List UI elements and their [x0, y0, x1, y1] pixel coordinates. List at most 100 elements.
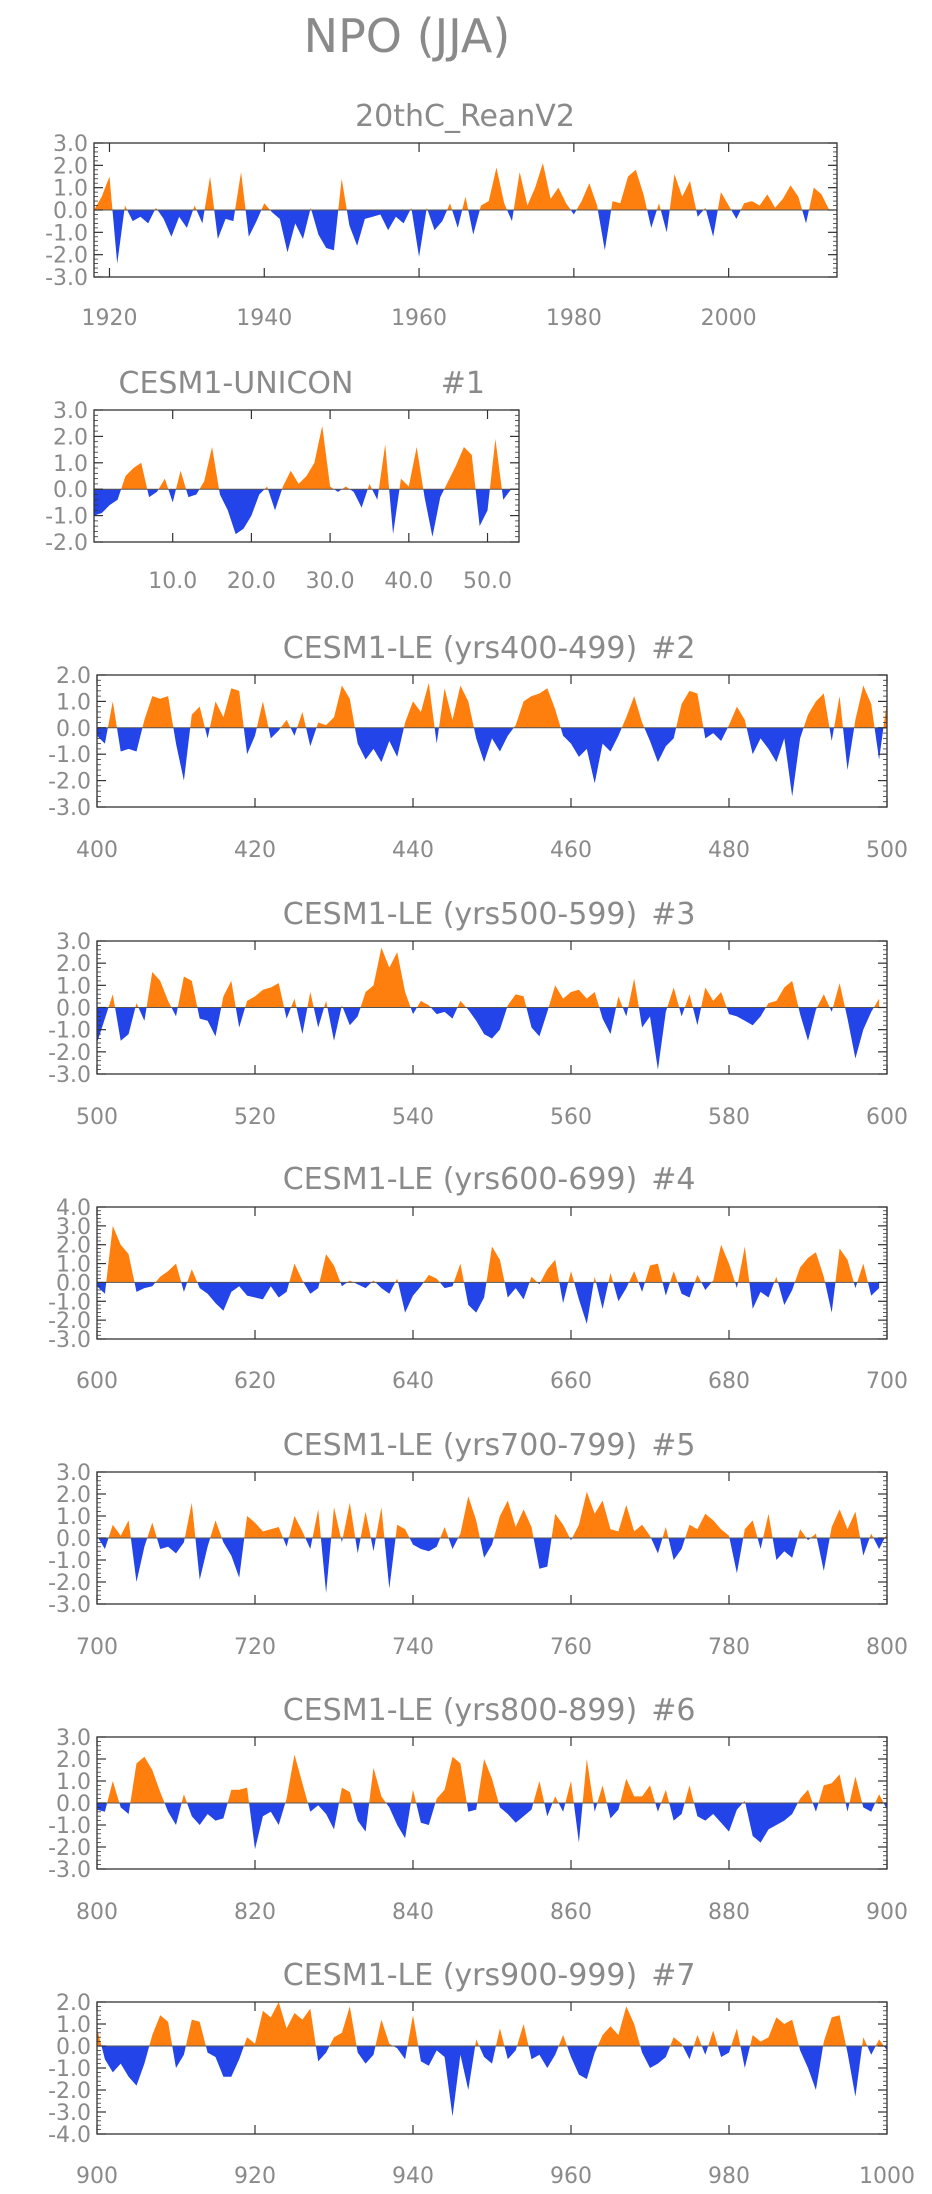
y-tick-label: 2.0 [56, 1991, 91, 2016]
x-tick-label: 960 [550, 2164, 592, 2189]
y-tick-label: -2.0 [45, 531, 88, 556]
x-tick-label: 500 [76, 1105, 118, 1130]
positive-anomaly-area [108, 947, 880, 1008]
positive-anomaly-area [121, 425, 502, 490]
y-tick-label: -1.0 [45, 505, 88, 530]
positive-anomaly-area [94, 163, 830, 210]
y-tick-label: -1.0 [48, 1549, 91, 1574]
y-tick-label: 0.0 [53, 199, 88, 224]
y-tick-label: 0.0 [56, 1527, 91, 1552]
positive-anomaly-area [106, 1225, 868, 1283]
y-tick-label: -2.0 [48, 770, 91, 795]
x-tick-label: 720 [234, 1635, 276, 1660]
chart-panel-5: CESM1-LE (yrs600-699) #4 4.03.02.01.00.0-1… [48, 1162, 908, 1394]
positive-anomaly-area [107, 1754, 884, 1803]
negative-anomaly-area [97, 727, 884, 797]
x-tick-label: 980 [708, 2164, 750, 2189]
x-tick-label: 660 [550, 1369, 592, 1394]
y-tick-label: -2.0 [48, 2079, 91, 2104]
negative-anomaly-area [101, 2046, 887, 2117]
member-label: #4 [651, 1162, 695, 1197]
negative-anomaly-area [97, 1803, 887, 1850]
y-tick-label: -2.0 [45, 244, 88, 269]
member-label: #1 [441, 366, 485, 401]
chart-panel-3: CESM1-LE (yrs400-499) #2 2.01.00.0-1.0-2.0… [48, 631, 908, 863]
y-tick-label: 2.0 [53, 425, 88, 450]
x-tick-label: 780 [708, 1635, 750, 1660]
x-tick-label: 560 [550, 1105, 592, 1130]
x-tick-label: 600 [866, 1105, 908, 1130]
chart-title: CESM1-LE (yrs800-899) [283, 1693, 637, 1728]
y-tick-label: 1.0 [53, 452, 88, 477]
y-tick-label: 3.0 [53, 132, 88, 157]
x-tick-label: 480 [708, 838, 750, 863]
y-tick-label: 1.0 [56, 2013, 91, 2038]
y-tick-label: 0.0 [53, 478, 88, 503]
y-tick-label: 0.0 [56, 1792, 91, 1817]
figure-title: NPO (JJA) [304, 9, 511, 63]
negative-anomaly-area [112, 210, 809, 264]
y-tick-label: -1.0 [45, 221, 88, 246]
plot-frame [96, 1206, 888, 1340]
chart-panel-6: CESM1-LE (yrs700-799) #53.02.01.00.0-1.0-… [48, 1428, 908, 1660]
x-tick-label: 460 [550, 838, 592, 863]
y-tick-label: -3.0 [48, 2101, 91, 2126]
x-tick-label: 840 [392, 1900, 434, 1925]
chart-title: CESM1-LE (yrs700-799) [283, 1428, 637, 1463]
chart-title: CESM1-UNICON [119, 366, 354, 401]
x-tick-label: 820 [234, 1900, 276, 1925]
x-tick-label: 2000 [701, 306, 757, 331]
y-tick-label: 3.0 [56, 930, 91, 955]
x-tick-label: 580 [708, 1105, 750, 1130]
x-tick-label: 600 [76, 1369, 118, 1394]
member-label: #2 [651, 631, 695, 666]
chart-panel-4: CESM1-LE (yrs500-599) #33.02.01.00.0-1.0-… [48, 897, 908, 1130]
x-tick-label: 900 [76, 2164, 118, 2189]
y-tick-label: 1.0 [53, 177, 88, 202]
y-tick-label: 2.0 [56, 664, 91, 689]
x-tick-label: 1940 [236, 306, 292, 331]
chart-panel-8: CESM1-LE (yrs900-999) #7 2.01.00.0-1.0-2.0… [48, 1958, 915, 2189]
x-tick-label: 860 [550, 1900, 592, 1925]
chart-panel-2: CESM1-UNICON #1 3.02.01.00.0-1.0-2.0 10.0 20… [45, 366, 520, 594]
y-tick-label: -3.0 [45, 266, 88, 291]
x-tick-label: 1960 [391, 306, 447, 331]
x-tick-label: 30.0 [306, 569, 355, 594]
x-tick-label: 40.0 [384, 569, 433, 594]
x-tick-label: 400 [76, 838, 118, 863]
positive-anomaly-area [97, 1491, 887, 1538]
y-tick-label: 3.0 [56, 1461, 91, 1486]
x-tick-label: 880 [708, 1900, 750, 1925]
y-tick-label: -2.0 [48, 1836, 91, 1861]
chart-title: CESM1-LE (yrs600-699) [283, 1162, 637, 1197]
chart-title: CESM1-LE (yrs400-499) [283, 631, 637, 666]
y-tick-label: 3.0 [56, 1215, 91, 1240]
member-label: #7 [651, 1958, 695, 1993]
x-tick-label: 540 [392, 1105, 434, 1130]
chart-title: CESM1-LE (yrs500-599) [283, 897, 637, 932]
y-tick-label: -2.0 [48, 1309, 91, 1334]
y-tick-label: 3.0 [53, 399, 88, 424]
x-tick-label: 640 [392, 1369, 434, 1394]
x-tick-label: 940 [392, 2164, 434, 2189]
x-tick-label: 440 [392, 838, 434, 863]
x-tick-label: 740 [392, 1635, 434, 1660]
x-tick-label: 620 [234, 1369, 276, 1394]
negative-anomaly-area [97, 1282, 880, 1324]
y-tick-label: 0.0 [56, 2035, 91, 2060]
x-tick-label: 520 [234, 1105, 276, 1130]
x-tick-label: 420 [234, 838, 276, 863]
x-tick-label: 1000 [859, 2164, 915, 2189]
y-tick-label: 1.0 [56, 1770, 91, 1795]
y-tick-label: -3.0 [48, 1328, 91, 1353]
chart-panel-7: CESM1-LE (yrs800-899) #63.02.01.00.0-1.0-… [48, 1693, 908, 1925]
y-tick-label: -2.0 [48, 1571, 91, 1596]
y-tick-label: 1.0 [56, 1253, 91, 1278]
x-tick-label: 760 [550, 1635, 592, 1660]
y-tick-label: -3.0 [48, 1063, 91, 1088]
y-tick-label: -4.0 [48, 2123, 91, 2148]
x-tick-label: 50.0 [463, 569, 512, 594]
x-tick-label: 500 [866, 838, 908, 863]
member-label: #3 [651, 897, 695, 932]
x-tick-label: 800 [76, 1900, 118, 1925]
